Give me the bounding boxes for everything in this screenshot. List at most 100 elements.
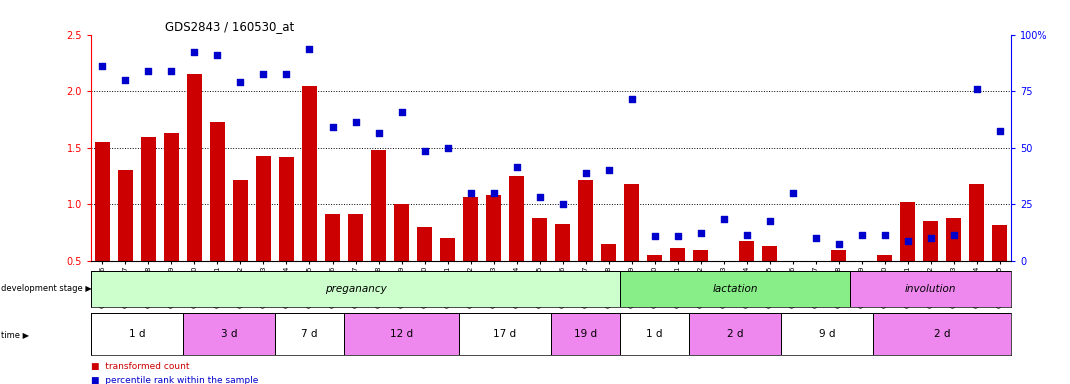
Bar [578, 180, 593, 318]
Bar [325, 214, 340, 318]
Bar [141, 137, 156, 318]
Bar [946, 218, 961, 318]
Bar [394, 205, 409, 318]
Bar [689, 313, 781, 355]
Text: 7 d: 7 d [302, 329, 318, 339]
Point [646, 233, 663, 239]
Bar [486, 195, 501, 318]
Point [278, 71, 295, 77]
Bar [877, 255, 892, 318]
Bar [348, 214, 363, 318]
Text: 12 d: 12 d [389, 329, 413, 339]
Text: time ▶: time ▶ [1, 329, 29, 339]
Point [347, 119, 364, 125]
Bar [923, 222, 938, 318]
Point [876, 232, 893, 238]
Point [945, 232, 962, 238]
Bar [509, 176, 524, 318]
Point [232, 79, 249, 85]
Bar [624, 184, 639, 318]
Text: 2 d: 2 d [727, 329, 744, 339]
Point [416, 148, 433, 154]
Point [968, 86, 985, 92]
Bar [187, 74, 202, 318]
Point [899, 238, 916, 244]
Bar [91, 271, 621, 307]
Bar [555, 224, 570, 318]
Point [577, 170, 594, 176]
Bar [739, 241, 754, 318]
Bar [233, 180, 248, 318]
Point [738, 232, 755, 238]
Point [324, 124, 341, 131]
Point [623, 96, 640, 102]
Bar [91, 313, 183, 355]
Point [209, 52, 226, 58]
Text: ■  percentile rank within the sample: ■ percentile rank within the sample [91, 376, 258, 384]
Bar [992, 225, 1007, 318]
Bar [118, 170, 133, 318]
Bar [831, 250, 846, 318]
Point [807, 235, 824, 242]
Bar [785, 261, 800, 318]
Point [94, 63, 111, 70]
Bar [371, 150, 386, 318]
Bar [693, 250, 708, 318]
Point [255, 71, 272, 77]
Bar [275, 313, 345, 355]
Bar [345, 313, 459, 355]
Point [554, 202, 571, 208]
Text: GDS2843 / 160530_at: GDS2843 / 160530_at [165, 20, 294, 33]
Bar [900, 202, 915, 318]
Point [439, 145, 456, 151]
Bar [164, 133, 179, 318]
Point [784, 190, 801, 196]
Text: 9 d: 9 d [819, 329, 836, 339]
Bar [808, 261, 823, 318]
Bar [210, 122, 225, 318]
Bar [873, 313, 1011, 355]
Bar [601, 244, 616, 318]
Bar [440, 238, 455, 318]
Bar [95, 142, 110, 318]
Point [830, 241, 847, 247]
Bar [969, 184, 984, 318]
Point [715, 216, 732, 222]
Point [853, 232, 870, 238]
Text: involution: involution [905, 284, 957, 294]
Bar [302, 86, 317, 318]
Point [117, 77, 134, 83]
Point [508, 164, 525, 170]
Text: 1 d: 1 d [128, 329, 146, 339]
Bar [670, 248, 685, 318]
Bar [854, 261, 869, 318]
Bar [417, 227, 432, 318]
Bar [762, 247, 777, 318]
Point [186, 48, 203, 55]
Point [485, 190, 502, 196]
Point [163, 68, 180, 74]
Point [462, 190, 479, 196]
Bar [463, 197, 478, 318]
Text: 17 d: 17 d [493, 329, 517, 339]
Point [370, 130, 387, 136]
Point [531, 194, 548, 200]
Point [600, 167, 617, 174]
Bar [716, 261, 731, 318]
Text: ■  transformed count: ■ transformed count [91, 362, 189, 371]
Text: 19 d: 19 d [574, 329, 597, 339]
Bar [551, 313, 621, 355]
Bar [459, 313, 551, 355]
Point [761, 218, 778, 225]
Text: development stage ▶: development stage ▶ [1, 285, 92, 293]
Point [669, 233, 686, 239]
Text: preganancy: preganancy [324, 284, 386, 294]
Text: lactation: lactation [713, 284, 758, 294]
Point [692, 230, 709, 236]
Bar [781, 313, 873, 355]
Bar [647, 255, 662, 318]
Point [140, 68, 157, 74]
Bar [621, 271, 850, 307]
Bar [532, 218, 547, 318]
Point [922, 235, 939, 242]
